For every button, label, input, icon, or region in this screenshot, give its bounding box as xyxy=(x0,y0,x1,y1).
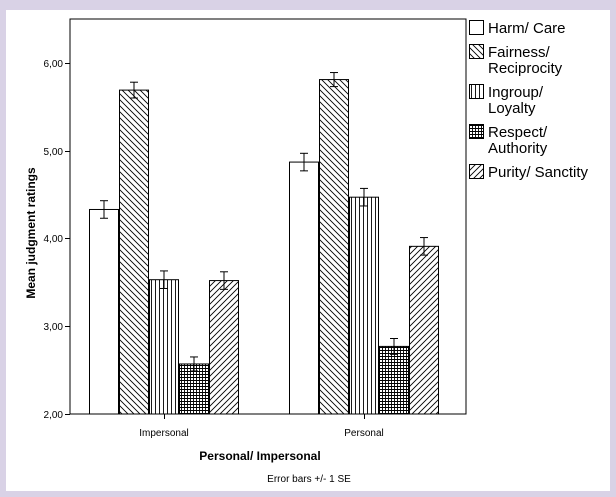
legend-label: Respect/Authority xyxy=(488,124,548,157)
plot-border xyxy=(69,18,467,415)
legend-swatch xyxy=(469,124,484,139)
legend-label: Purity/ Sanctity xyxy=(488,164,589,181)
legend-swatch xyxy=(469,164,484,179)
bar xyxy=(149,279,179,415)
chart-frame: 2,00 3,00 4,00 5,00 6,00 Impersonal Personal M… xyxy=(6,10,610,491)
x-tick-label: Impersonal xyxy=(139,428,188,439)
bar xyxy=(89,208,119,415)
bar-chart: 2,00 3,00 4,00 5,00 6,00 Impersonal Personal M… xyxy=(24,18,589,485)
bar xyxy=(209,280,239,415)
y-tick-label: 4,00 xyxy=(44,234,64,245)
bar xyxy=(379,345,409,415)
legend-swatch xyxy=(469,84,484,99)
legend-swatch xyxy=(469,20,484,35)
x-axis-title: Personal/ Impersonal xyxy=(199,449,320,463)
y-tick-label: 3,00 xyxy=(44,322,64,333)
legend: Harm/ Care Fairness/Reciprocity Ingroup/Lo… xyxy=(469,20,589,181)
bar xyxy=(119,89,149,415)
bar xyxy=(289,161,319,415)
legend-label: Ingroup/Loyalty xyxy=(488,84,544,117)
error-bars-footnote: Error bars +/- 1 SE xyxy=(267,474,351,485)
y-tick-label: 5,00 xyxy=(44,147,64,158)
y-axis-title: Mean judgment ratings xyxy=(24,167,38,299)
x-tick-label: Personal xyxy=(344,428,383,439)
bar xyxy=(349,196,379,415)
y-tick-label: 2,00 xyxy=(44,410,64,421)
bar xyxy=(409,245,439,415)
plot-area: 2,00 3,00 4,00 5,00 6,00 Impersonal Personal xyxy=(44,18,467,439)
legend-label: Fairness/Reciprocity xyxy=(488,44,563,77)
y-tick-label: 6,00 xyxy=(44,59,64,70)
legend-swatch xyxy=(469,44,484,59)
legend-label: Harm/ Care xyxy=(488,20,566,37)
bar xyxy=(179,363,209,415)
bar xyxy=(319,79,349,415)
